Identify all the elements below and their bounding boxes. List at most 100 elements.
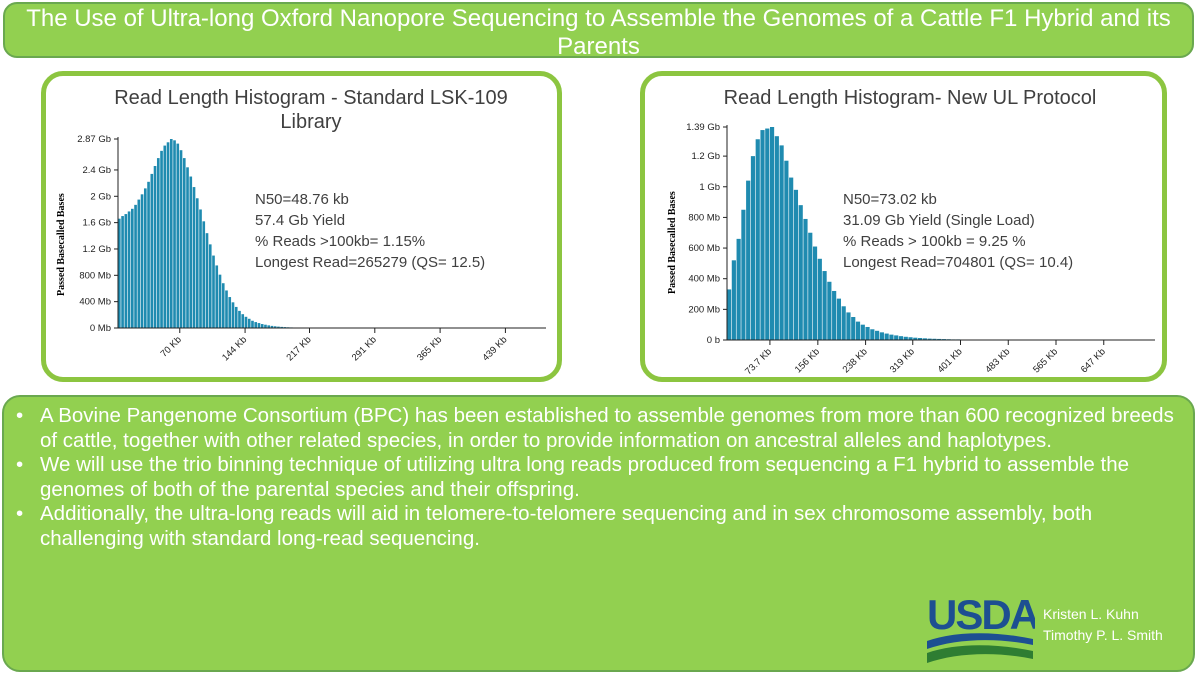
histogram-bar: [251, 320, 254, 328]
histogram-bar: [267, 325, 271, 328]
y-tick-label: 800 Mb: [79, 270, 111, 281]
histogram-bar: [855, 321, 861, 340]
histogram-bar: [932, 338, 937, 340]
histogram-bar: [247, 318, 251, 328]
y-tick-label: 400 Mb: [79, 297, 111, 308]
authors: Kristen L. Kuhn Timothy P. L. Smith: [1043, 604, 1163, 646]
histogram-bar: [727, 289, 732, 340]
histogram-bar: [750, 156, 756, 340]
histogram-bar: [898, 336, 904, 340]
histogram-bar: [832, 290, 837, 340]
y-tick-label: 200 Mb: [688, 304, 720, 315]
usda-logo: USDA: [927, 593, 1035, 663]
stat-reads-over-100kb: % Reads >100kb= 1.15%: [255, 233, 426, 250]
histogram-bar: [228, 297, 232, 328]
histogram-bar: [765, 128, 770, 340]
histogram-bar: [889, 334, 894, 340]
histogram-bar: [270, 325, 274, 328]
histogram-bar: [238, 310, 241, 328]
y-tick-label: 600 Mb: [688, 243, 720, 254]
histogram-bar: [163, 145, 167, 328]
histogram-bar: [182, 158, 186, 328]
histogram-bar: [836, 298, 841, 340]
x-tick-label: 319 Kb: [888, 346, 917, 375]
histogram-bar: [731, 260, 736, 340]
histogram-bar: [913, 337, 918, 340]
x-tick-label: 647 Kb: [1079, 346, 1108, 375]
histogram-bar: [827, 281, 832, 340]
histogram-bar: [927, 338, 932, 340]
histogram-bar: [212, 255, 215, 328]
x-tick-label: 156 Kb: [793, 346, 822, 375]
histogram-bar: [225, 290, 228, 328]
histogram-bar: [760, 130, 765, 340]
histogram-bar: [254, 322, 258, 328]
stat-yield: 31.09 Gb Yield (Single Load): [843, 212, 1035, 229]
histogram-bar: [153, 166, 157, 328]
stat-longest-read: Longest Read=265279 (QS= 12.5): [255, 254, 486, 271]
histogram-bar: [189, 176, 193, 328]
poster-title: The Use of Ultra-long Oxford Nanopore Se…: [3, 2, 1194, 60]
y-tick-label: 1.2 Gb: [82, 244, 111, 255]
x-tick-label: 483 Kb: [983, 346, 1012, 375]
usda-logo-text: USDA: [927, 593, 1035, 638]
y-tick-label: 0 Mb: [90, 323, 111, 334]
histogram-bar: [202, 221, 206, 328]
histogram-bar: [870, 329, 875, 340]
bullet-list: A Bovine Pangenome Consortium (BPC) has …: [12, 404, 1182, 551]
y-tick-label: 1.39 Gb: [686, 122, 720, 133]
y-tick-label: 2.4 Gb: [82, 165, 111, 176]
histogram-bar: [798, 205, 803, 340]
histogram-bar: [779, 145, 784, 340]
histogram-bar: [894, 335, 899, 340]
y-tick-label: 2 Gb: [90, 191, 111, 202]
histogram-bar: [884, 333, 889, 340]
histogram-bar: [150, 173, 154, 328]
x-tick-label: 565 Kb: [1031, 346, 1060, 375]
y-tick-label: 400 Mb: [688, 274, 720, 285]
histogram-bar: [257, 323, 261, 328]
histogram-bar: [176, 143, 180, 328]
histogram-bar: [169, 139, 173, 328]
histogram-bar: [137, 199, 141, 328]
histogram-bar: [215, 265, 219, 328]
histogram-bar: [121, 216, 124, 328]
logo-swoosh-green: [927, 645, 1033, 663]
stat-n50: N50=73.02 kb: [843, 191, 937, 208]
x-tick-label: 217 Kb: [285, 334, 314, 363]
chart-panel-lsk109: Read Length Histogram - Standard LSK-109…: [41, 71, 562, 382]
histogram-bar: [784, 160, 789, 340]
y-tick-label: 800 Mb: [688, 212, 720, 223]
histogram-bar: [264, 324, 267, 328]
x-tick-label: 439 Kb: [480, 334, 509, 363]
histogram-bar: [273, 326, 277, 328]
histogram-bar: [147, 181, 150, 328]
histogram-bar: [260, 324, 264, 328]
x-tick-label: 291 Kb: [350, 334, 379, 363]
author-name: Kristen L. Kuhn: [1043, 606, 1139, 622]
histogram-bar: [280, 326, 284, 328]
histogram-bar: [192, 187, 196, 328]
histogram-ul: 0 b 200 Mb 400 Mb 600 Mb 800 Mb 1 Gb 1.2 Gb 1.3…: [686, 122, 1155, 377]
histogram-bar: [903, 336, 908, 340]
histogram-bar: [208, 244, 212, 328]
bullet-item: A Bovine Pangenome Consortium (BPC) has …: [12, 404, 1182, 453]
histogram-bar: [937, 338, 942, 340]
chart-title: Read Length Histogram- New UL Protocol: [723, 87, 1097, 109]
histogram-bar: [244, 316, 248, 328]
stats-block: N50=48.76 kb 57.4 Gb Yield % Reads >100k…: [255, 189, 485, 273]
histogram-bar: [865, 326, 870, 340]
histogram-bar: [841, 306, 846, 340]
bullet-item: Additionally, the ultra-long reads will …: [12, 502, 1182, 551]
histogram-bar: [846, 312, 851, 340]
histogram-bar: [156, 158, 160, 328]
histogram-bar: [160, 150, 163, 328]
logo-swoosh-blue: [927, 633, 1033, 649]
histogram-bar: [803, 218, 808, 340]
x-tick-label: 238 Kb: [841, 346, 870, 375]
histogram-bar: [808, 232, 813, 340]
y-tick-label: 1 Gb: [699, 182, 720, 193]
y-tick-label: 1.2 Gb: [691, 151, 720, 162]
chart-panel-ul: Read Length Histogram- New UL Protocol P…: [640, 71, 1167, 382]
histogram-bar: [124, 214, 128, 328]
